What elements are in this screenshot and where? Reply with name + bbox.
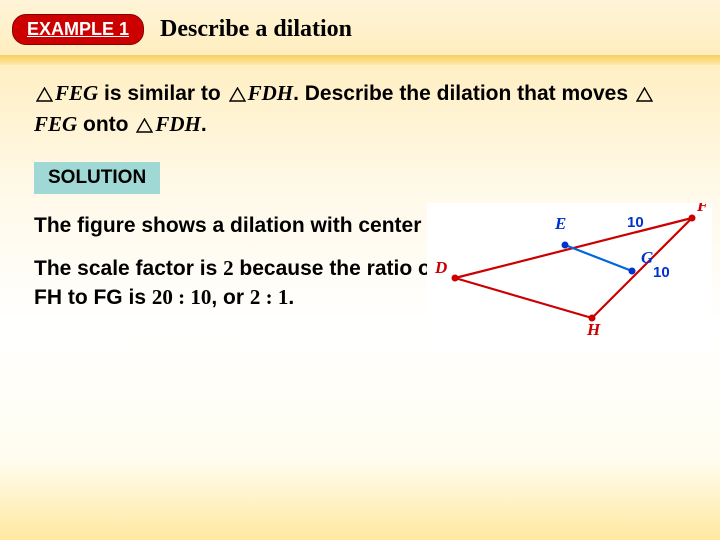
text: The figure shows a dilation with center: [34, 214, 427, 237]
solution-para-2: The scale factor is 2 because the ratio …: [34, 254, 464, 313]
svg-text:D: D: [434, 258, 447, 277]
text: The scale factor is: [34, 257, 223, 280]
triangle-icon: [36, 82, 53, 110]
ratio-1: 20 : 10: [152, 285, 212, 309]
text: , or: [211, 286, 250, 309]
figure-svg: 10 10 F E G D H: [427, 203, 712, 353]
tri-fdh-1: FDH: [248, 81, 294, 105]
page-title: Describe a dilation: [160, 16, 352, 43]
tri-feg-2: FEG: [34, 112, 77, 136]
triangle-icon: [636, 82, 653, 110]
triangle-icon: [229, 82, 246, 110]
dilation-figure: 10 10 F E G D H: [427, 203, 712, 353]
solution-para-1: The figure shows a dilation with center …: [34, 212, 464, 240]
scale-factor: 2: [223, 256, 234, 280]
solution-badge: SOLUTION: [34, 162, 160, 194]
header-divider: [0, 55, 720, 65]
text: .: [201, 113, 207, 136]
header: EXAMPLE 1 Describe a dilation: [0, 0, 720, 51]
content: FEG is similar to FDH. Describe the dila…: [0, 65, 720, 313]
svg-text:H: H: [586, 320, 601, 339]
text: is similar to: [98, 82, 221, 105]
example-badge: EXAMPLE 1: [12, 14, 144, 45]
svg-text:E: E: [554, 214, 566, 233]
svg-text:10: 10: [653, 264, 670, 281]
tri-fdh-2: FDH: [155, 112, 201, 136]
svg-text:F: F: [696, 203, 709, 215]
triangle-icon: [136, 113, 153, 141]
svg-text:10: 10: [627, 214, 644, 231]
text: .: [288, 286, 294, 309]
ratio-2: 2 : 1: [250, 285, 289, 309]
text: . Describe the dilation that moves: [293, 82, 628, 105]
text: onto: [77, 113, 134, 136]
tri-feg-1: FEG: [55, 81, 98, 105]
svg-text:G: G: [641, 248, 654, 267]
problem-statement: FEG is similar to FDH. Describe the dila…: [34, 79, 686, 142]
